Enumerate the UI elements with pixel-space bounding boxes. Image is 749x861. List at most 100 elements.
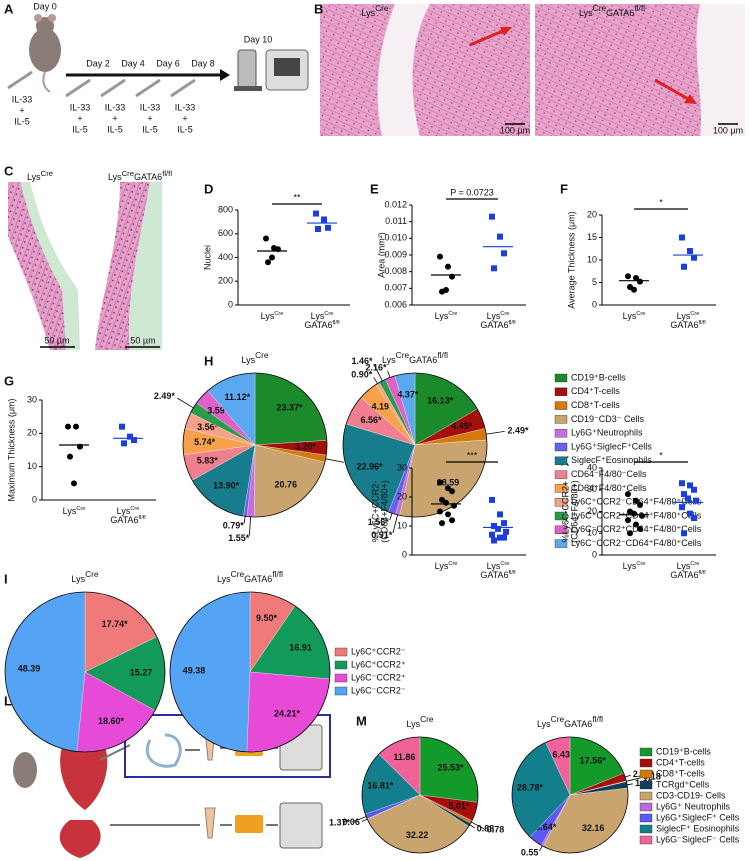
text-part: Cre <box>593 3 607 13</box>
text-part: Lys <box>677 311 691 321</box>
legend-swatch <box>639 758 653 768</box>
y-tick-label: 40 <box>587 462 597 472</box>
value-label: 11.86 <box>393 752 415 762</box>
data-point <box>633 521 639 528</box>
background-band <box>129 182 162 350</box>
legend-swatch <box>554 429 568 438</box>
mouse-head <box>36 17 54 35</box>
text-part: Cre <box>636 561 645 567</box>
syringe <box>135 78 161 98</box>
value-label: 16.81* <box>367 780 394 790</box>
text-part: GATA6 <box>670 571 698 581</box>
scale-label: 100 µm <box>500 125 530 135</box>
y-tick-label: 400 <box>218 252 233 262</box>
microscope <box>237 49 257 89</box>
data-point <box>691 486 697 493</box>
leader-line <box>361 818 368 822</box>
legend-label: Ly6C⁺CCR2⁺ <box>351 659 406 669</box>
data-point <box>449 488 455 495</box>
significance-label: *** <box>467 450 478 460</box>
data-point <box>625 273 631 280</box>
text-part: fl/fl <box>139 516 146 522</box>
text-part: Lys <box>27 172 41 182</box>
pie-title: LysCre <box>71 569 99 584</box>
text-part: fl/fl <box>509 321 516 327</box>
leader-line <box>373 363 383 382</box>
value-label: 4.37* <box>397 389 419 399</box>
leader-line <box>389 513 393 521</box>
legend-label: Ly6C⁻CCR2⁺CD64⁺F4/80⁺Cells <box>571 524 702 534</box>
leader-line <box>392 514 398 534</box>
data-point <box>67 453 73 460</box>
panel-letter: A <box>4 1 14 16</box>
y-axis-label: (CD64+F4/80+) <box>379 480 389 543</box>
significance-label: ** <box>293 192 301 202</box>
data-point <box>693 497 699 504</box>
value-label: 16.91 <box>289 642 312 652</box>
data-point <box>315 226 321 232</box>
legend-swatch <box>554 498 568 507</box>
text-part: fl/fl <box>699 571 706 577</box>
legend-label: CD4⁺T-cells <box>571 386 620 396</box>
plate <box>235 815 263 833</box>
aorta-tissue <box>146 733 182 768</box>
value-label: 5.83* <box>197 455 219 465</box>
workflow-diagram <box>13 714 331 858</box>
text-part: Lys <box>311 311 325 321</box>
legend-swatch <box>554 511 568 521</box>
text-part: Cre <box>324 311 333 317</box>
leader-line <box>352 816 367 823</box>
x-tick-label: LysCre GATA6fl/fl <box>670 561 705 580</box>
pie-title: LysCreGATA6fl/fl <box>217 569 283 584</box>
text-part: Cre <box>76 506 85 512</box>
text-part: fl/fl <box>634 3 645 13</box>
legend-label: CD19⁺B-cells <box>571 372 626 382</box>
text-part: Lys <box>108 172 122 182</box>
y-tick-label: 30 <box>587 484 597 494</box>
data-point <box>625 517 631 524</box>
text-part: Lys <box>117 506 131 516</box>
x-tick-label: LysCre <box>623 311 646 321</box>
data-point <box>625 491 631 498</box>
panel-letter: D <box>204 181 213 196</box>
value-label: 20.76 <box>275 479 298 489</box>
y-tick-label: 0.012 <box>384 199 407 209</box>
y-tick-label: 0.009 <box>384 249 407 259</box>
data-point <box>65 423 71 430</box>
y-tick-label: 0.007 <box>384 283 407 293</box>
legend-label: SiglecF⁺Eosinophils <box>571 455 652 465</box>
text-part: GATA6 <box>480 321 508 331</box>
day-label: Day 10 <box>244 34 273 44</box>
y-tick-label: 200 <box>218 276 233 286</box>
data-point <box>637 525 643 532</box>
legend-swatch <box>554 456 568 465</box>
data-point <box>633 275 639 281</box>
y-tick-label: 5 <box>592 277 597 287</box>
value-label: 1.46* <box>351 356 373 366</box>
value-label: 9.50* <box>256 613 278 623</box>
heart <box>60 732 108 810</box>
text-part: GATA6 <box>409 355 437 365</box>
injection-label: IL-33 <box>70 102 91 112</box>
image-label: LysCreGATA6fl/fl <box>579 3 645 18</box>
pie-outline <box>4 591 166 753</box>
scanner-slot <box>274 58 300 76</box>
legend-swatch <box>554 401 568 410</box>
syringe <box>170 78 196 98</box>
data-point <box>437 508 443 515</box>
data-point <box>443 499 449 506</box>
leader-line <box>626 777 642 782</box>
data-point <box>71 480 77 487</box>
legend-swatch <box>554 373 568 383</box>
y-tick-label: 30 <box>27 394 37 404</box>
value-label: 32.22 <box>406 830 429 840</box>
legend-swatch <box>639 780 653 790</box>
x-tick-label: LysCre GATA6fl/fl <box>480 561 515 580</box>
value-label: 4.19* <box>372 401 394 411</box>
injection-label: IL-33 <box>105 102 126 112</box>
legend-label: CD64⁺F4/80⁺Cells <box>571 483 647 493</box>
text-part: GATA6 <box>110 516 138 526</box>
mouse-body <box>29 28 61 72</box>
legend-swatch <box>639 835 653 845</box>
